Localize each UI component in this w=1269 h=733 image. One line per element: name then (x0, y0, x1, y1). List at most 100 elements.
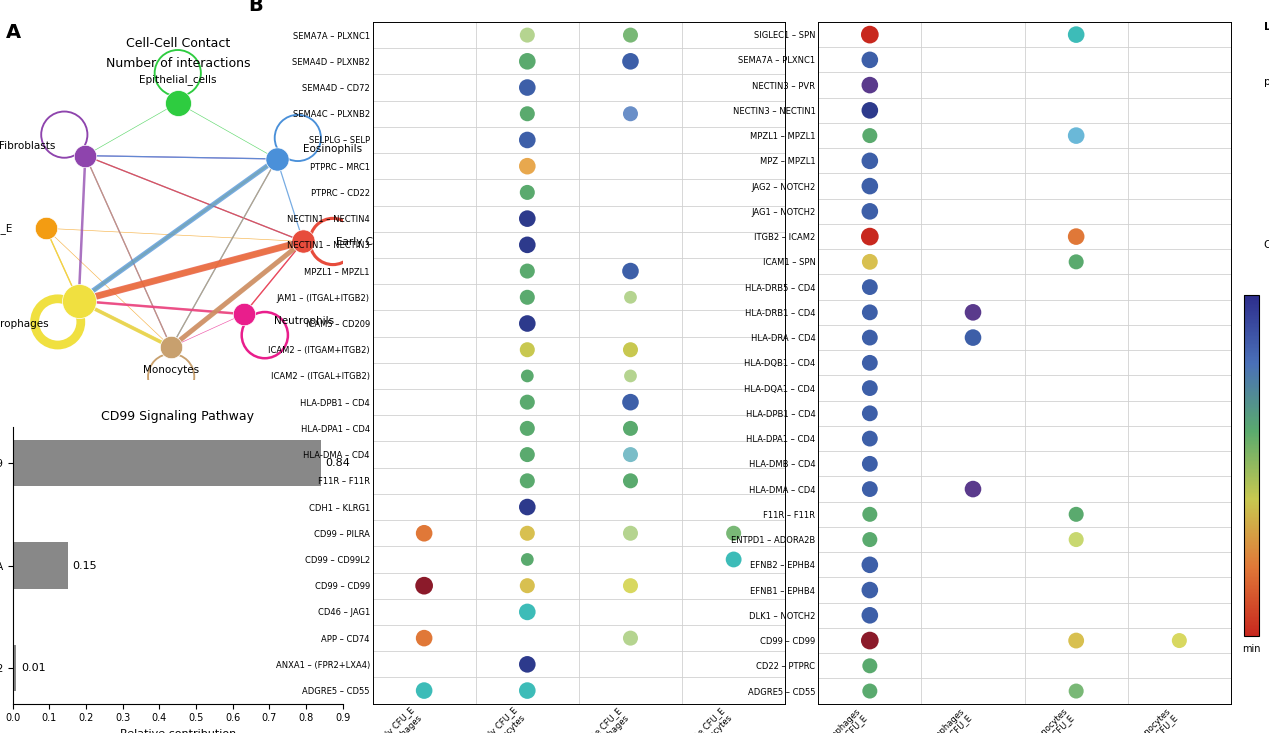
Bar (1024, 274, 1128, 300)
Bar (476, 468, 579, 494)
Bar (1024, 97, 1128, 123)
Bar (579, 494, 681, 520)
Bar (476, 572, 579, 599)
Bar (13, 440, 321, 486)
Bar (373, 284, 476, 310)
Point (414, 685, 434, 696)
Bar (819, 578, 921, 603)
Bar (681, 153, 786, 180)
Bar (1024, 476, 1128, 501)
Bar (373, 48, 476, 75)
Bar (819, 501, 921, 527)
Point (168, 97, 188, 108)
Point (518, 501, 538, 513)
Text: 0.84: 0.84 (325, 458, 350, 468)
Bar (921, 148, 1024, 174)
Bar (681, 100, 786, 127)
Point (859, 180, 879, 192)
Bar (476, 258, 579, 284)
Bar (476, 205, 579, 232)
Point (518, 292, 538, 303)
Bar (921, 174, 1024, 199)
Bar (476, 48, 579, 75)
Point (621, 580, 641, 592)
Bar (1024, 452, 1128, 476)
Bar (1024, 224, 1128, 249)
Bar (1024, 73, 1128, 97)
Point (518, 527, 538, 539)
Point (1066, 231, 1086, 243)
Point (859, 382, 879, 394)
Bar (1128, 199, 1231, 224)
Bar (819, 73, 921, 97)
Bar (921, 249, 1024, 274)
Text: 0.15: 0.15 (72, 561, 96, 570)
Point (1169, 635, 1189, 647)
Bar (476, 75, 579, 100)
Point (1066, 534, 1086, 545)
Point (414, 633, 434, 644)
Point (859, 509, 879, 520)
Bar (1024, 375, 1128, 401)
Point (723, 553, 744, 565)
Bar (373, 677, 476, 704)
Point (859, 685, 879, 697)
Bar (1128, 274, 1231, 300)
Bar (579, 310, 681, 336)
Bar (1128, 375, 1231, 401)
Bar (921, 476, 1024, 501)
Point (161, 342, 181, 353)
Bar (476, 22, 579, 48)
Bar (921, 452, 1024, 476)
Point (518, 317, 538, 329)
Bar (921, 224, 1024, 249)
Bar (681, 258, 786, 284)
Bar (1024, 679, 1128, 704)
Bar (681, 310, 786, 336)
Text: Late CFU_E: Late CFU_E (0, 223, 13, 234)
Bar (373, 546, 476, 572)
Bar (819, 224, 921, 249)
Bar (921, 22, 1024, 47)
Point (75, 150, 95, 161)
Bar (681, 441, 786, 468)
Point (1066, 509, 1086, 520)
Bar (819, 249, 921, 274)
Bar (579, 572, 681, 599)
Bar (476, 284, 579, 310)
Point (859, 231, 879, 243)
Point (518, 239, 538, 251)
Point (723, 527, 744, 539)
Bar (1128, 653, 1231, 679)
Bar (1128, 47, 1231, 73)
Text: Monocytes: Monocytes (143, 365, 199, 375)
Bar (1128, 476, 1231, 501)
Bar (579, 441, 681, 468)
Bar (819, 123, 921, 148)
Bar (921, 628, 1024, 653)
Bar (579, 100, 681, 127)
Bar (476, 310, 579, 336)
Bar (1024, 426, 1128, 452)
Text: Ligand-Receptor: Ligand-Receptor (1264, 22, 1269, 32)
Bar (476, 520, 579, 546)
Bar (579, 336, 681, 363)
Text: B: B (249, 0, 264, 15)
Bar (579, 127, 681, 153)
Bar (476, 441, 579, 468)
Point (621, 56, 641, 67)
Bar (1024, 148, 1128, 174)
Bar (1024, 300, 1128, 325)
Point (621, 344, 641, 356)
Bar (819, 628, 921, 653)
Bar (1128, 224, 1231, 249)
Bar (921, 603, 1024, 628)
Bar (579, 205, 681, 232)
Bar (681, 520, 786, 546)
Bar (1128, 350, 1231, 375)
Text: Macrophages: Macrophages (0, 319, 49, 329)
Bar (921, 375, 1024, 401)
Point (621, 265, 641, 277)
Point (518, 134, 538, 146)
Bar (1128, 426, 1231, 452)
